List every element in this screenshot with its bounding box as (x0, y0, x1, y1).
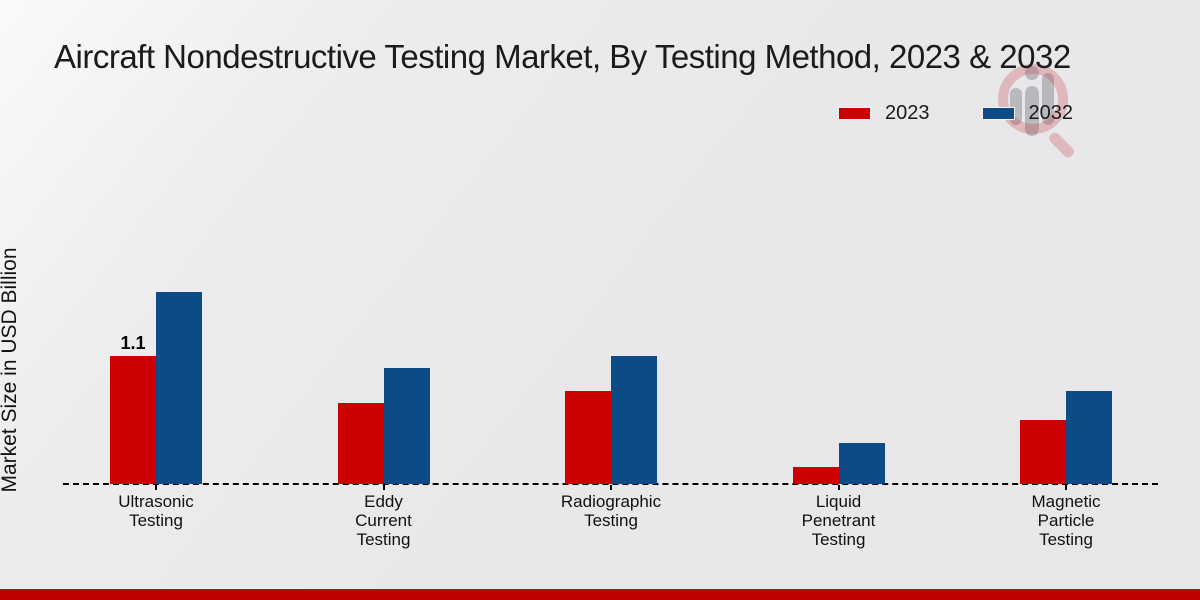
category-label-ultrasonic-testing: Ultrasonic Testing (118, 492, 194, 530)
category-label-magnetic-particle-testing: Magnetic Particle Testing (1031, 492, 1101, 549)
footer-ribbon (0, 589, 1200, 600)
bar-2032-radiographic-testing (611, 356, 657, 484)
category-label-liquid-penetrant-testing: Liquid Penetrant Testing (801, 492, 876, 549)
legend-label: 2032 (1028, 102, 1074, 124)
x-axis-baseline (63, 483, 1158, 485)
bar-value-label: 1.1 (120, 333, 146, 353)
legend: 2023 2032 (838, 102, 1073, 125)
x-tick (382, 485, 385, 490)
x-tick (610, 485, 612, 490)
bar-2023-liquid-penetrant-testing (792, 467, 839, 484)
bar-2023-radiographic-testing (565, 391, 611, 484)
legend-item-2032: 2032 (981, 102, 1074, 125)
x-tick (1065, 485, 1067, 490)
x-tick (837, 485, 840, 490)
legend-label: 2023 (885, 102, 930, 124)
bar-2032-liquid-penetrant-testing (838, 443, 885, 484)
category-label-radiographic-testing: Radiographic Testing (560, 492, 662, 530)
bar-2032-eddy-current-testing (383, 368, 430, 484)
chart-title: Aircraft Nondestructive Testing Market, … (54, 38, 1071, 75)
legend-swatch-icon (838, 107, 871, 120)
legend-item-2023: 2023 (838, 102, 930, 125)
bar-2032-ultrasonic-testing (156, 292, 202, 484)
legend-swatch-icon (981, 107, 1015, 120)
x-tick (155, 485, 157, 490)
bar-2032-magnetic-particle-testing (1066, 391, 1112, 484)
watermark (990, 58, 1100, 170)
bar-2023-ultrasonic-testing (110, 356, 156, 484)
bar-2023-magnetic-particle-testing (1020, 420, 1066, 484)
bar-2023-eddy-current-testing (337, 403, 384, 484)
magnifier-ring-icon (998, 64, 1068, 134)
category-label-eddy-current-testing: Eddy Current Testing (355, 492, 412, 549)
